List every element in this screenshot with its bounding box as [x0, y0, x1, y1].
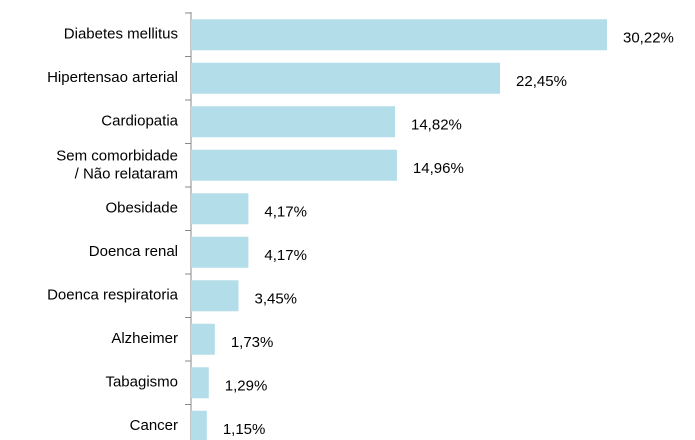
category-label: Diabetes mellitus: [64, 26, 178, 43]
value-label: 4,17%: [264, 247, 307, 264]
category-label: Obesidade: [105, 200, 178, 217]
category-label: Doenca respiratoria: [47, 287, 179, 304]
category-label: Hipertensao arterial: [47, 69, 178, 86]
bar: [191, 410, 207, 440]
value-label: 3,45%: [254, 291, 297, 308]
category-label: Sem comorbidade / Não relataram: [56, 147, 178, 182]
bar: [191, 62, 501, 94]
category-label: Alzheimer: [111, 330, 178, 347]
bar: [191, 323, 215, 355]
value-label: 22,45%: [516, 73, 567, 90]
bar: [191, 19, 607, 51]
value-label: 1,29%: [225, 378, 268, 395]
bar: [191, 280, 239, 312]
bar: [191, 149, 397, 181]
category-label: Doenca renal: [89, 243, 178, 260]
category-label: Cardiopatia: [101, 113, 178, 130]
category-label: Tabagismo: [105, 374, 178, 391]
value-label: 1,73%: [231, 334, 274, 351]
bar: [191, 367, 209, 399]
value-label: 14,82%: [411, 117, 462, 134]
bar: [191, 106, 396, 138]
value-label: 14,96%: [413, 160, 464, 177]
value-label: 30,22%: [623, 30, 674, 47]
value-label: 1,15%: [223, 421, 266, 438]
bar: [191, 193, 249, 225]
value-label: 4,17%: [264, 204, 307, 221]
bar: [191, 236, 249, 268]
category-label: Cancer: [130, 417, 178, 434]
